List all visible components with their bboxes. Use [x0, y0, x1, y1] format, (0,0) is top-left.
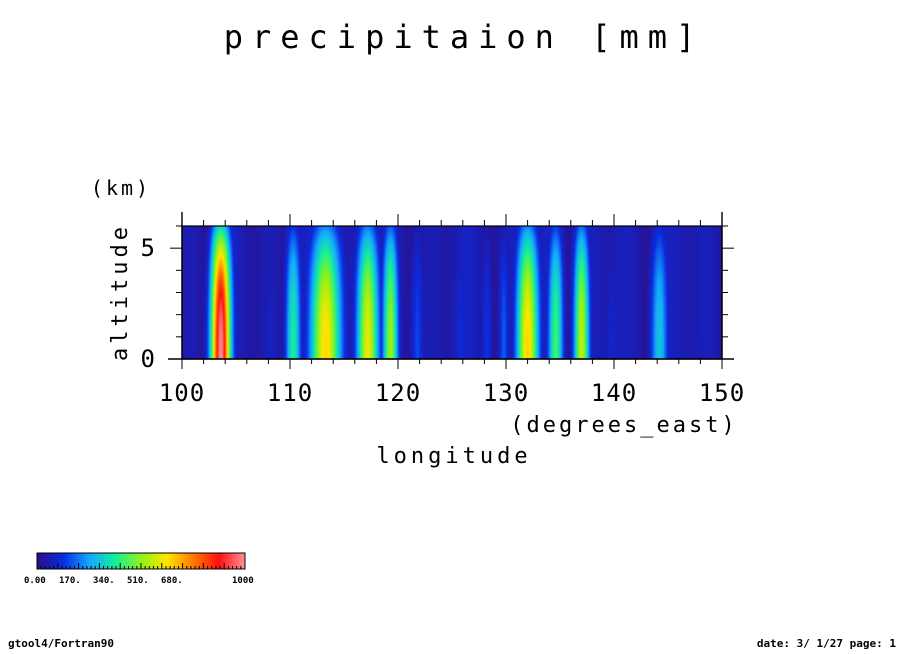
- heatmap-field: [182, 226, 722, 359]
- x-axis-units: (degrees_east): [510, 413, 737, 438]
- x-tick-label: 130: [483, 379, 529, 407]
- colorbar-label: 510.: [127, 576, 149, 586]
- y-tick-label: 5: [141, 234, 155, 262]
- colorbar-label: 340.: [93, 576, 115, 586]
- y-axis-label: altitude: [108, 223, 133, 361]
- colorbar-gradient: [37, 553, 245, 569]
- y-tick-label: 0: [141, 345, 155, 373]
- x-axis-label: longitude: [376, 444, 531, 469]
- colorbar-label: 0.00: [24, 576, 46, 586]
- colorbar-labels: 0.00 170. 340. 510. 680. 1000: [24, 576, 254, 586]
- colorbar: 0.00 170. 340. 510. 680. 1000: [24, 552, 254, 586]
- footer-left: gtool4/Fortran90: [8, 637, 114, 650]
- x-tick-label: 120: [375, 379, 421, 407]
- colorbar-label: 1000: [232, 576, 254, 586]
- colorbar-label: 680.: [161, 576, 183, 586]
- footer-right: date: 3/ 1/27 page: 1: [757, 637, 896, 650]
- x-tick-label: 150: [699, 379, 745, 407]
- colorbar-label: 170.: [59, 576, 81, 586]
- x-tick-label: 100: [159, 379, 205, 407]
- y-axis-units: (km): [91, 176, 151, 200]
- axes: 100 110 120 130 140 150 0 5: [141, 212, 745, 407]
- x-tick-label: 110: [267, 379, 313, 407]
- chart-title: precipitaion [mm]: [224, 18, 705, 56]
- x-tick-label: 140: [591, 379, 637, 407]
- plot-area: [182, 226, 722, 359]
- colorbar-ticks: [36, 563, 246, 569]
